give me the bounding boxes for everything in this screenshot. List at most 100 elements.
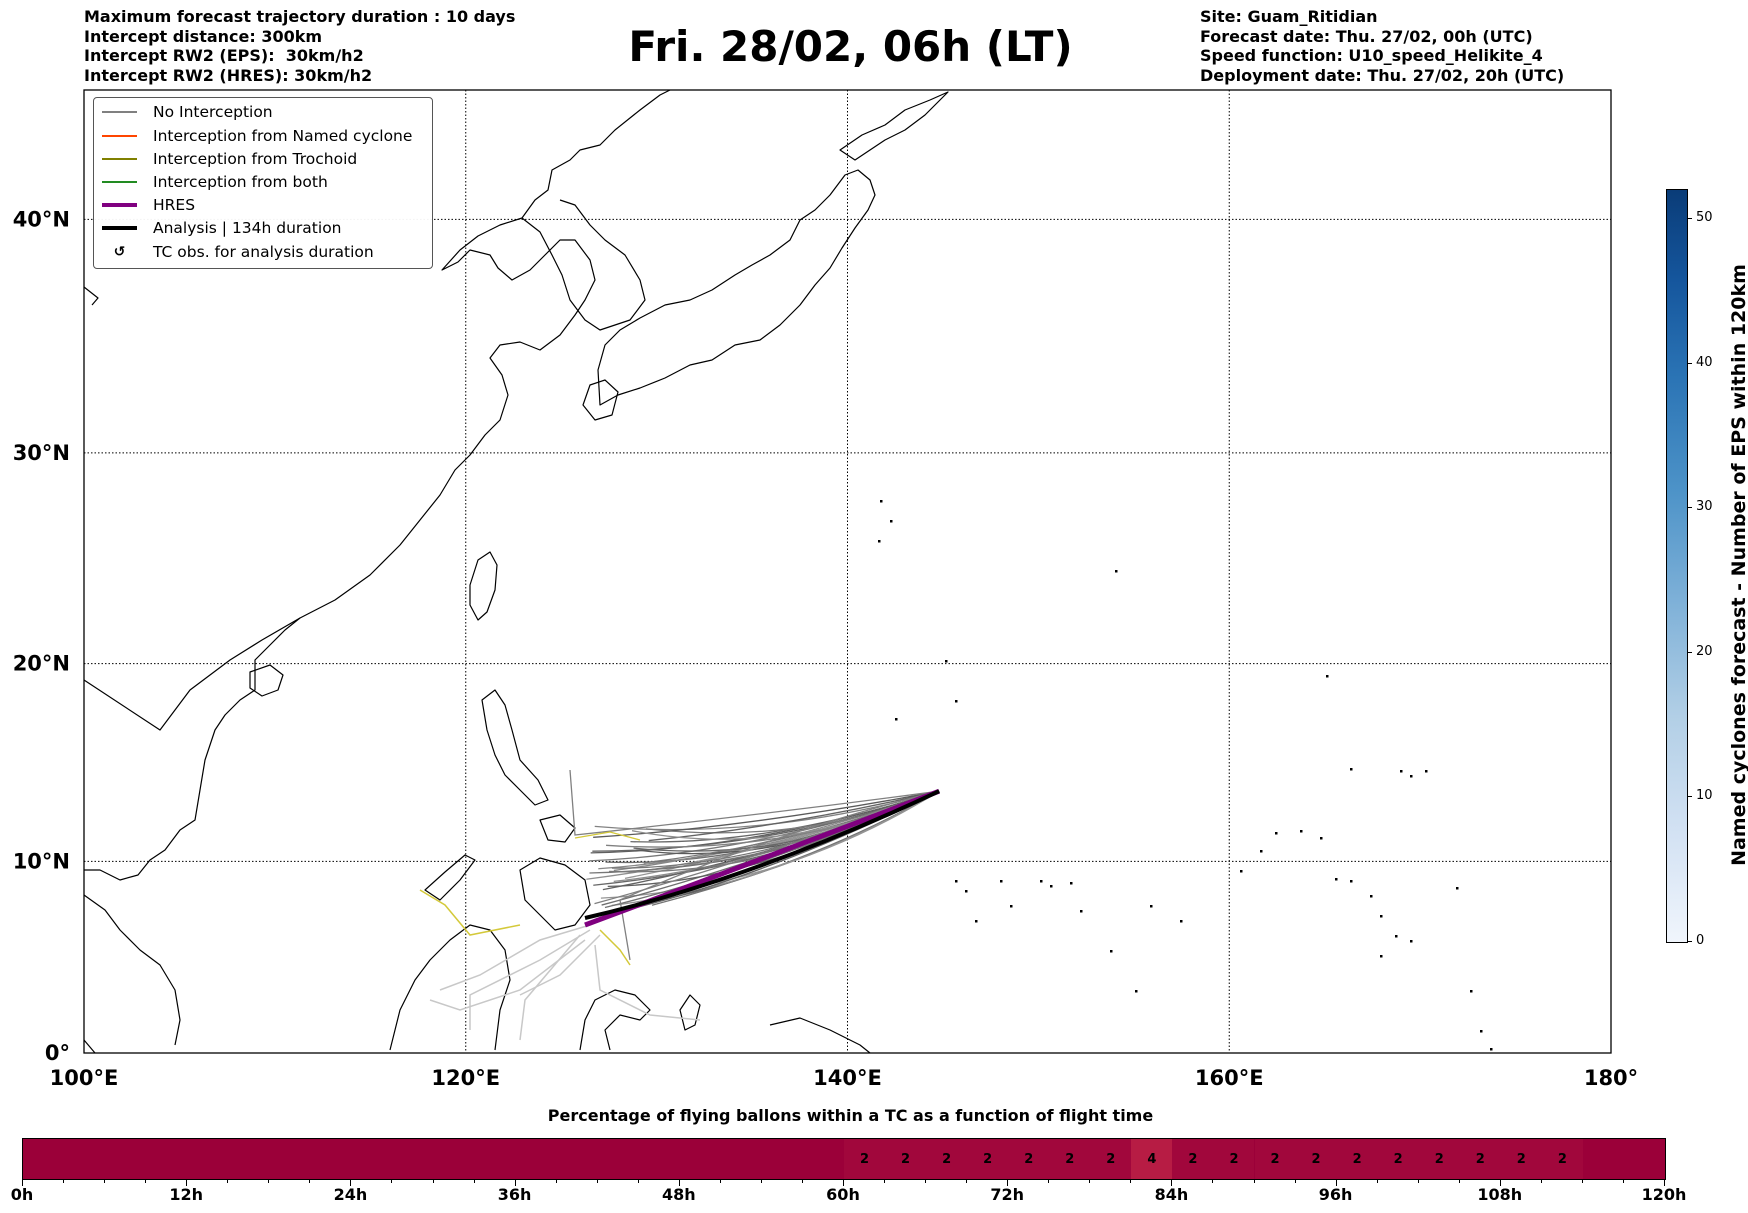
legend-item-hres: HRES — [102, 195, 195, 215]
island-speck — [1135, 990, 1138, 993]
legend-line-both — [102, 181, 137, 183]
island-speck — [1110, 950, 1113, 953]
forecast-date: Forecast date: Thu. 27/02, 00h (UTC) — [1200, 26, 1533, 46]
island-speck — [1350, 880, 1353, 883]
strip-tick-label: 84h — [1154, 1185, 1189, 1204]
percentage-strip-title: Percentage of flying ballons within a TC… — [547, 1106, 1154, 1125]
colorbar — [1666, 189, 1688, 943]
strip-tick-label: 12h — [169, 1185, 204, 1204]
island-speck — [1050, 885, 1053, 888]
strip-cell: 2 — [885, 1139, 927, 1179]
island-speck — [1240, 870, 1243, 873]
island-speck — [1370, 895, 1373, 898]
param-intercept-distance: Intercept distance: 300km — [84, 26, 323, 46]
legend-item-trochoid: Interception from Trochoid — [102, 149, 357, 169]
island-speck — [1150, 905, 1153, 908]
island-speck — [965, 890, 968, 893]
coast-japan-hokkaido — [839, 91, 949, 161]
strip-tick-mark — [1581, 1179, 1583, 1183]
strip-cell: 2 — [926, 1139, 968, 1179]
strip-cell: 2 — [1418, 1139, 1460, 1179]
strip-tick-label: 0h — [10, 1185, 34, 1204]
speed-function: Speed function: U10_speed_Helikite_4 — [1200, 46, 1543, 65]
strip-tick-mark — [1622, 1179, 1624, 1183]
strip-cell — [1582, 1139, 1665, 1179]
strip-tick-label: 72h — [990, 1185, 1025, 1204]
cyclone-icon: ↺ — [113, 244, 126, 260]
trajectory-light — [594, 944, 701, 1021]
island-speck — [1260, 850, 1263, 853]
legend-item-analysis: Analysis | 134h duration — [102, 218, 342, 238]
coast-sulawesi — [579, 989, 651, 1051]
strip-cell: 2 — [1008, 1139, 1050, 1179]
param-intercept-hres: Intercept RW2 (HRES): 30km/h2 — [84, 65, 373, 85]
strip-cell: 2 — [1459, 1139, 1501, 1179]
strip-tick-mark — [1499, 1179, 1501, 1186]
strip-tick-mark — [1664, 1179, 1665, 1186]
strip-tick-label: 36h — [497, 1185, 532, 1204]
strip-cell: 2 — [1500, 1139, 1542, 1179]
legend-item-both: Interception from both — [102, 172, 328, 192]
coast-borneo — [389, 924, 511, 1051]
lon-tick-label: 180° — [1584, 1066, 1638, 1090]
colorbar-tick-mark — [1687, 796, 1692, 798]
coastlines — [83, 89, 949, 1054]
strip-cell: 2 — [1336, 1139, 1378, 1179]
strip-tick-mark — [1417, 1179, 1419, 1183]
island-speck — [1275, 832, 1278, 835]
island-speck — [1470, 990, 1473, 993]
lat-tick-label: 0° — [45, 1041, 70, 1065]
legend-line-analysis — [102, 226, 137, 230]
strip-tick-mark — [760, 1179, 762, 1183]
strip-tick-mark — [1294, 1179, 1296, 1183]
island-speck — [1300, 830, 1303, 833]
strip-tick-mark — [843, 1179, 844, 1186]
colorbar-tick-label: 20 — [1696, 643, 1713, 659]
strip-tick-mark — [1089, 1179, 1091, 1183]
axis-tick-labels: 100°E 120°E 140°E 160°E 180° 0° 10°N 20°N 30°N 40… — [13, 207, 1638, 1090]
lon-tick-label: 120°E — [431, 1066, 500, 1090]
map-legend: No Interception Interception from Named … — [93, 97, 433, 269]
coast-luzon — [481, 689, 549, 806]
strip-tick-mark — [1253, 1179, 1255, 1183]
trajectory-no-interception — [648, 790, 940, 842]
legend-label: No Interception — [153, 103, 273, 121]
forecast-parameters: Maximum forecast trajectory duration : 1… — [84, 7, 515, 85]
colorbar-tick-label: 30 — [1696, 499, 1713, 515]
coast-mindanao — [519, 857, 591, 931]
trajectory-no-interception — [590, 790, 940, 854]
trajectories — [419, 769, 941, 1041]
colorbar-tick-mark — [1687, 217, 1692, 219]
island-speck — [1380, 955, 1383, 958]
strip-tick-mark — [227, 1179, 229, 1183]
site-info: Site: Guam_Ritidian Forecast date: Thu. … — [1200, 7, 1564, 85]
legend-label: Interception from Trochoid — [153, 150, 358, 168]
island-speck — [1000, 880, 1003, 883]
island-speck — [955, 700, 958, 703]
strip-cell: 4 — [1131, 1139, 1173, 1179]
strip-cell: 2 — [1090, 1139, 1132, 1179]
island-speck — [878, 540, 881, 543]
strip-cell: 2 — [1254, 1139, 1296, 1179]
trajectory-light — [429, 939, 586, 1011]
deployment-date: Deployment date: Thu. 27/02, 20h (UTC) — [1200, 65, 1565, 85]
strip-cell: 2 — [967, 1139, 1009, 1179]
coast-halmahera — [679, 994, 701, 1031]
island-speck — [1350, 768, 1353, 771]
strip-cell: 2 — [1049, 1139, 1091, 1179]
lat-tick-label: 20°N — [13, 652, 70, 676]
lon-tick-label: 100°E — [50, 1066, 119, 1090]
colorbar-label: Named cyclones forecast - Number of EPS … — [1728, 264, 1748, 866]
legend-line-trochoid — [102, 158, 137, 160]
island-speck — [1180, 920, 1183, 923]
strip-tick-mark — [719, 1179, 721, 1183]
page-title: Fri. 28/02, 06h (LT) — [628, 22, 1073, 71]
strip-tick-mark — [1048, 1179, 1050, 1183]
trajectory-no-interception — [569, 769, 940, 836]
strip-tick-mark — [925, 1179, 927, 1183]
strip-cell: 2 — [1377, 1139, 1419, 1179]
coast-japan-kyushu — [582, 379, 619, 421]
trajectory-trochoid — [599, 929, 631, 966]
